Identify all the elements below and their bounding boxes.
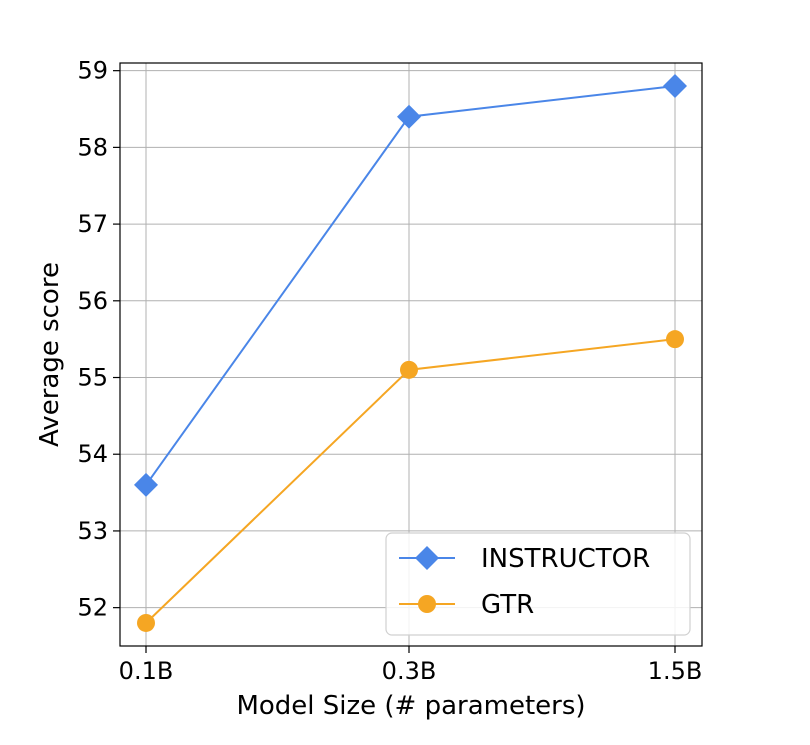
series-instructor (134, 74, 687, 497)
data-point (134, 472, 158, 497)
y-tick-label: 57 (77, 210, 108, 238)
series-gtr (137, 330, 684, 632)
legend: INSTRUCTOR GTR (385, 532, 691, 636)
plot-frame (119, 62, 703, 647)
y-tick-label: 59 (77, 57, 108, 85)
legend-marker (415, 546, 439, 570)
legend-label: INSTRUCTOR (481, 544, 650, 574)
data-point (397, 104, 421, 129)
data-point (400, 360, 418, 379)
y-tick-label: 58 (77, 133, 108, 161)
y-axis-label: Average score (35, 262, 65, 447)
x-axis-label: Model Size (# parameters) (236, 691, 585, 721)
y-tick-label: 55 (77, 364, 108, 392)
x-tick-label: 0.1B (119, 657, 174, 685)
x-tick-label: 0.3B (382, 657, 437, 685)
axis-ticks: 0.1B 0.3B 1.5B 52 53 54 55 56 57 58 59 (77, 57, 702, 685)
legend-box (385, 532, 691, 636)
legend-marker (418, 595, 436, 613)
y-tick-label: 56 (77, 287, 108, 315)
series-line (145, 85, 676, 486)
grid (120, 63, 702, 646)
legend-item-instructor: INSTRUCTOR (399, 544, 650, 574)
legend-label: GTR (481, 590, 534, 620)
data-point (666, 330, 684, 349)
legend-item-gtr: GTR (399, 590, 534, 620)
y-tick-label: 52 (77, 594, 108, 622)
y-tick-label: 53 (77, 517, 108, 545)
y-tick-label: 54 (77, 440, 108, 468)
data-point (137, 613, 155, 632)
x-tick-label: 1.5B (648, 657, 703, 685)
data-point (663, 74, 687, 99)
series-layer (134, 74, 687, 632)
